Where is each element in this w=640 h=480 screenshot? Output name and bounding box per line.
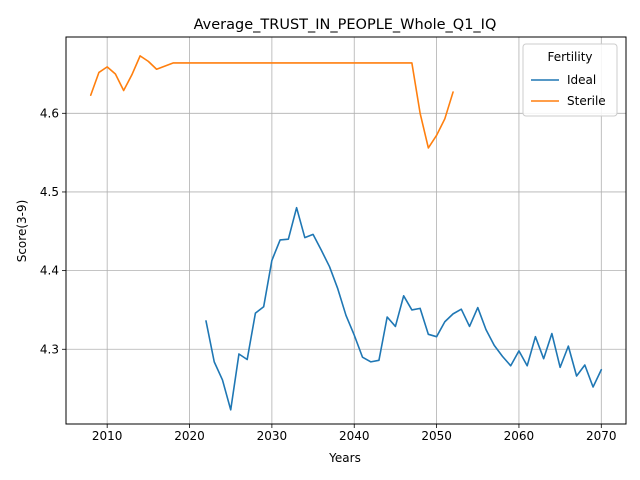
x-axis: 2010 2020 2030 2040 2050 2060 2070 [92, 424, 617, 443]
legend-label-sterile: Sterile [567, 94, 606, 108]
series-line-ideal [205, 206, 603, 411]
legend-label-ideal: Ideal [567, 73, 596, 87]
y-tick-label: 4.6 [40, 106, 59, 120]
x-tick-label: 2030 [257, 429, 288, 443]
series-line-sterile [89, 55, 454, 149]
y-tick-label: 4.4 [40, 264, 59, 278]
series-layer [89, 55, 603, 411]
legend: Fertility Ideal Sterile [522, 43, 618, 117]
legend-title: Fertility [547, 50, 592, 64]
x-tick-label: 2010 [92, 429, 123, 443]
y-tick-label: 4.3 [40, 342, 59, 356]
x-tick-label: 2020 [174, 429, 205, 443]
plot-area [65, 36, 627, 425]
x-tick-label: 2050 [421, 429, 452, 443]
chart-title: Average_TRUST_IN_PEOPLE_Whole_Q1_IQ [194, 17, 497, 33]
grid-lines [66, 37, 626, 424]
x-tick-label: 2070 [586, 429, 617, 443]
legend-box [522, 43, 618, 117]
x-axis-label: Years [328, 451, 361, 465]
x-tick-label: 2060 [504, 429, 535, 443]
y-axis: 4.3 4.4 4.5 4.6 [40, 106, 66, 356]
x-tick-label: 2040 [339, 429, 370, 443]
y-tick-label: 4.5 [40, 185, 59, 199]
y-axis-label: Score(3-9) [15, 200, 29, 263]
legend-items: Ideal Sterile [531, 73, 606, 108]
